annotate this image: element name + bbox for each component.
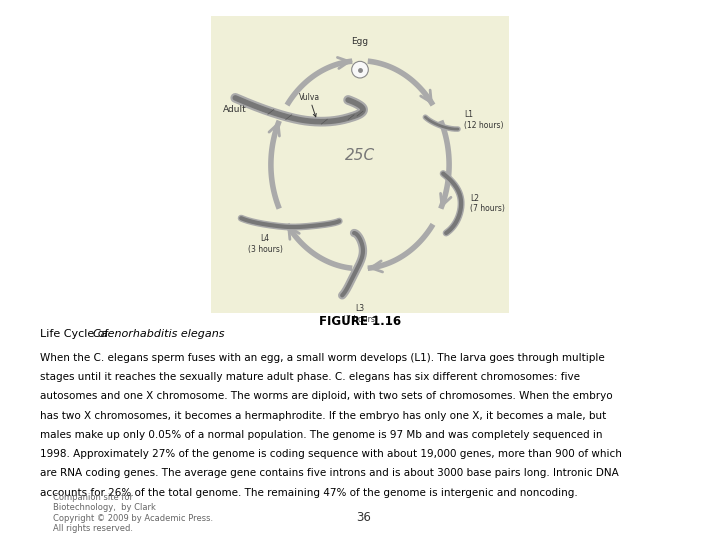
Text: Life Cycle of: Life Cycle of	[40, 329, 112, 340]
Text: Companion site for
Biotechnology,  by Clark
Copyright © 2009 by Academic Press.
: Companion site for Biotechnology, by Cla…	[53, 493, 212, 533]
Text: 1998. Approximately 27% of the genome is coding sequence with about 19,000 genes: 1998. Approximately 27% of the genome is…	[40, 449, 621, 459]
Circle shape	[351, 62, 369, 78]
Text: 25C: 25C	[345, 148, 375, 163]
Text: accounts for 26% of the total genome. The remaining 47% of the genome is interge: accounts for 26% of the total genome. Th…	[40, 488, 577, 497]
Text: Adult: Adult	[223, 105, 247, 114]
FancyBboxPatch shape	[212, 16, 508, 313]
Text: males make up only 0.05% of a normal population. The genome is 97 Mb and was com: males make up only 0.05% of a normal pop…	[40, 430, 602, 440]
Text: autosomes and one X chromosome. The worms are diploid, with two sets of chromoso: autosomes and one X chromosome. The worm…	[40, 392, 612, 401]
Text: FIGURE 1.16: FIGURE 1.16	[319, 315, 401, 328]
Text: are RNA coding genes. The average gene contains five introns and is about 3000 b: are RNA coding genes. The average gene c…	[40, 468, 618, 478]
Text: has two X chromosomes, it becomes a hermaphrodite. If the embryo has only one X,: has two X chromosomes, it becomes a herm…	[40, 410, 606, 421]
Text: Egg: Egg	[351, 37, 369, 46]
Text: L1
(12 hours): L1 (12 hours)	[464, 111, 503, 130]
Text: stages until it reaches the sexually mature adult phase. C. elegans has six diff: stages until it reaches the sexually mat…	[40, 372, 580, 382]
Text: 36: 36	[356, 511, 371, 524]
Text: Caenorhabditis elegans: Caenorhabditis elegans	[94, 329, 225, 340]
Text: Vulva: Vulva	[299, 93, 320, 117]
Text: L2
(7 hours): L2 (7 hours)	[470, 194, 505, 213]
Text: L4
(3 hours): L4 (3 hours)	[248, 234, 282, 254]
Text: When the C. elegans sperm fuses with an egg, a small worm develops (L1). The lar: When the C. elegans sperm fuses with an …	[40, 353, 604, 363]
Text: L3
(7 hours): L3 (7 hours)	[343, 305, 377, 323]
